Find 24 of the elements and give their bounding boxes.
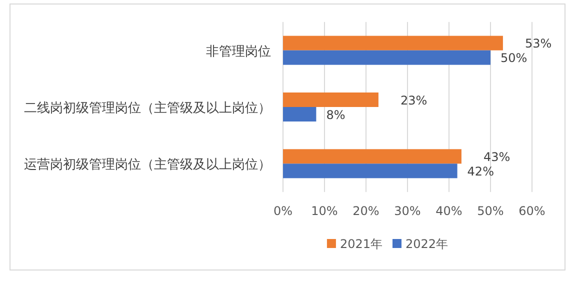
- y-tick-label: 二线岗初级管理岗位（主管级及以上岗位）: [24, 100, 271, 116]
- x-tick-label: 30%: [394, 204, 421, 218]
- data-label: 50%: [500, 51, 528, 66]
- data-label: 53%: [524, 36, 552, 51]
- x-tick-label: 0%: [273, 204, 293, 218]
- bar: [283, 107, 316, 122]
- y-tick-label: 运营岗初级管理岗位（主管级及以上岗位）: [24, 156, 271, 173]
- data-label: 43%: [483, 150, 510, 164]
- legend-label: 2022年: [406, 237, 448, 251]
- data-label: 8%: [326, 108, 346, 122]
- x-tick-label: 50%: [477, 204, 504, 218]
- bar: [283, 164, 458, 178]
- x-tick-label: 20%: [352, 204, 380, 218]
- y-tick-label: 非管理岗位: [206, 44, 271, 60]
- x-tick-label: 60%: [518, 204, 546, 218]
- x-tick-label: 10%: [311, 204, 338, 218]
- bar: [283, 92, 378, 107]
- bar: [283, 50, 490, 65]
- legend-label: 2021年: [340, 237, 382, 251]
- x-tick-label: 40%: [436, 204, 462, 218]
- data-label: 42%: [467, 164, 494, 178]
- bar: [283, 149, 462, 164]
- data-label: 23%: [400, 93, 428, 108]
- bar: [283, 36, 503, 50]
